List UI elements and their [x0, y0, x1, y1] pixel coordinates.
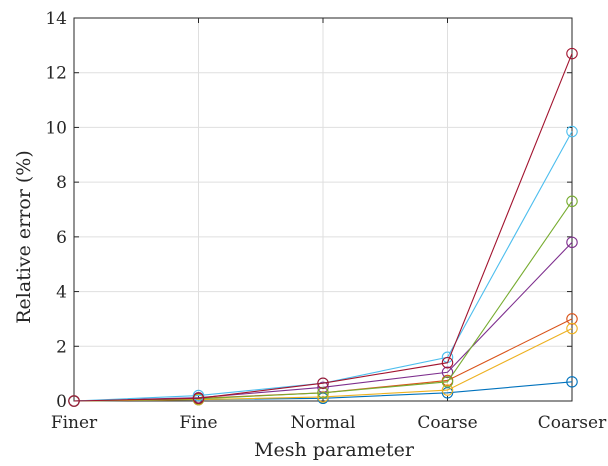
x-tick-label: Normal — [291, 413, 356, 433]
x-tick-label: Coarser — [538, 413, 607, 433]
x-axis-title: Mesh parameter — [254, 439, 415, 461]
data-point — [441, 376, 454, 388]
data-point — [566, 322, 578, 335]
data-point — [566, 313, 578, 325]
series-line — [73, 53, 573, 402]
data-point — [441, 366, 454, 379]
y-tick-label: 0 — [56, 392, 67, 412]
data-point — [192, 389, 205, 402]
series-7 — [68, 47, 578, 407]
y-tick-label: 4 — [56, 283, 67, 303]
data-point — [566, 125, 578, 138]
ticks-layer: Finer Fine Normal Coarse Coarser 0 2 4 6 8 10 12 14 — [45, 9, 607, 433]
y-tick-label: 6 — [56, 228, 67, 248]
x-tick-label: Coarse — [417, 413, 477, 433]
data-point — [566, 376, 578, 388]
y-tick-label: 10 — [45, 118, 67, 138]
y-axis-title: Relative error (%) — [13, 150, 35, 324]
y-tick-label: 12 — [45, 64, 67, 84]
series-layer — [68, 47, 578, 407]
grid-layer — [73, 17, 573, 402]
x-tick-label: Fine — [179, 413, 217, 433]
data-point — [566, 47, 578, 60]
data-point — [317, 377, 329, 389]
data-point — [441, 384, 454, 396]
data-point — [317, 391, 329, 403]
data-point — [68, 395, 80, 407]
y-tick-label: 2 — [56, 337, 67, 357]
data-point — [192, 392, 205, 405]
y-tick-label: 8 — [56, 173, 67, 193]
data-point — [566, 195, 578, 208]
data-point — [317, 387, 329, 399]
y-tick-label: 14 — [45, 9, 67, 29]
x-tick-label: Finer — [51, 413, 98, 433]
data-point — [566, 236, 578, 249]
data-point — [441, 356, 454, 369]
